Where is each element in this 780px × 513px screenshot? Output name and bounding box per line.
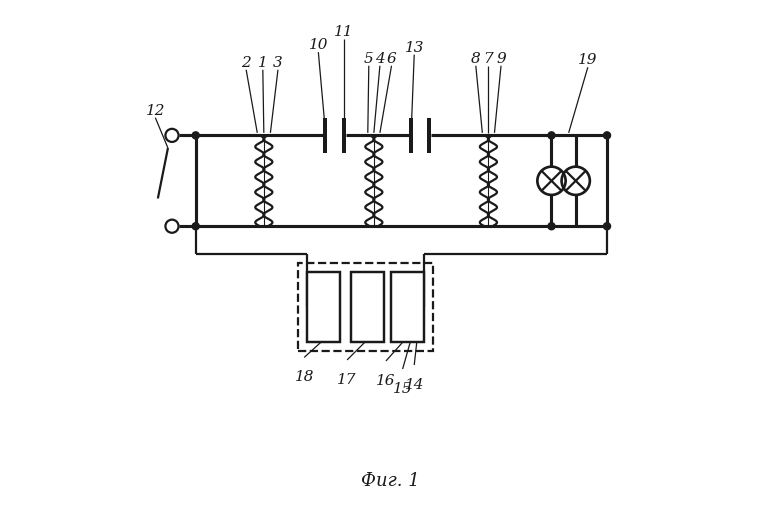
Text: 14: 14 [405, 378, 424, 391]
Bar [307, 272, 340, 342]
Bar [298, 263, 433, 351]
Circle shape [604, 132, 611, 139]
Bar [351, 272, 384, 342]
Text: 7: 7 [484, 52, 493, 66]
Text: 2: 2 [241, 56, 251, 70]
Circle shape [192, 132, 199, 139]
Text: 8: 8 [471, 52, 480, 66]
Text: 10: 10 [309, 38, 328, 52]
Text: 13: 13 [405, 41, 424, 54]
Circle shape [604, 223, 611, 230]
Circle shape [192, 223, 199, 230]
Text: 19: 19 [578, 53, 597, 67]
Text: 3: 3 [273, 56, 283, 70]
Text: 15: 15 [393, 382, 413, 396]
Text: 18: 18 [295, 370, 314, 384]
Text: 16: 16 [376, 373, 395, 388]
Bar [392, 272, 424, 342]
Text: 9: 9 [496, 52, 506, 66]
Text: 6: 6 [387, 52, 396, 66]
Text: 12: 12 [146, 104, 165, 117]
Circle shape [548, 132, 555, 139]
Text: 11: 11 [334, 26, 353, 40]
Text: 4: 4 [375, 52, 385, 66]
Text: 5: 5 [364, 52, 374, 66]
Text: 1: 1 [258, 56, 268, 70]
Circle shape [548, 223, 555, 230]
Text: 17: 17 [338, 372, 357, 387]
Text: Фиг. 1: Фиг. 1 [360, 471, 420, 489]
